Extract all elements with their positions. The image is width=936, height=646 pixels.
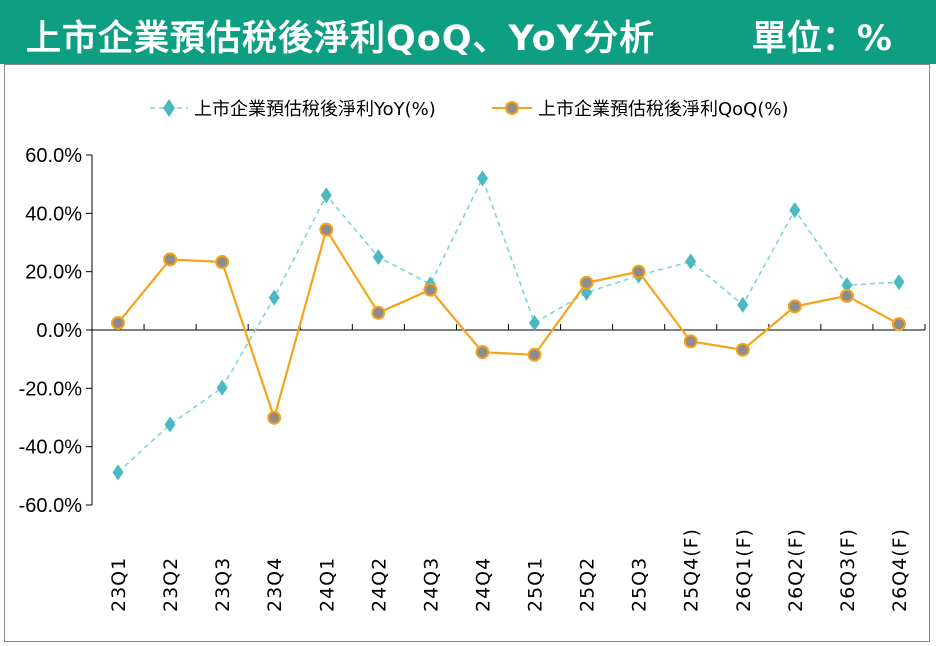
x-category-label: 24Q2 — [368, 557, 390, 612]
qoq-point — [215, 255, 230, 270]
x-category-label: 25Q3 — [629, 557, 651, 612]
qoq-point — [631, 264, 646, 279]
series-marks — [111, 170, 906, 481]
yoy-point — [841, 277, 853, 294]
qoq-point — [111, 316, 126, 330]
series-qoq-line — [117, 226, 900, 422]
qoq-point — [839, 288, 854, 303]
qoq-point — [787, 299, 802, 314]
x-category-label: 23Q1 — [108, 557, 130, 612]
legend: 上市企業預估稅後淨利YoY(%) 上市企業預估稅後淨利QoQ(%) — [150, 99, 789, 120]
qoq-point — [319, 222, 334, 237]
chart-frame — [4, 64, 930, 642]
qoq-point — [163, 252, 178, 267]
x-category-label: 24Q3 — [420, 557, 442, 612]
x-category-label: 26Q1(F) — [733, 528, 755, 612]
y-tick-label: -40.0% — [19, 437, 83, 459]
yoy-point — [372, 249, 384, 266]
yoy-point — [476, 170, 488, 187]
x-category-label: 24Q1 — [316, 557, 338, 612]
x-category-label: 26Q2(F) — [785, 528, 807, 612]
yoy-point — [529, 315, 541, 331]
qoq-point — [891, 317, 906, 332]
qoq-point — [735, 342, 750, 357]
x-category-label: 23Q3 — [212, 557, 234, 612]
yoy-point — [789, 202, 801, 219]
y-tick-label: 20.0% — [25, 262, 82, 284]
y-tick-label: 40.0% — [25, 203, 82, 225]
legend-yoy-label: 上市企業預估稅後淨利YoY(%) — [194, 99, 436, 120]
x-category-label: 25Q2 — [577, 557, 599, 612]
yoy-point — [320, 187, 332, 204]
chart-title: 上市企業預估稅後淨利QoQ、YoY分析 — [26, 19, 656, 59]
x-category-label: 25Q4(F) — [681, 528, 703, 612]
y-tick-label: -20.0% — [19, 378, 83, 400]
yoy-point — [893, 274, 905, 291]
yoy-point — [737, 296, 749, 313]
qoq-point — [683, 334, 698, 349]
unit-label: 單位：% — [751, 19, 892, 59]
x-category-label: 23Q2 — [160, 557, 182, 612]
y-tick-label: 60.0% — [25, 145, 82, 167]
qoq-point — [579, 275, 594, 290]
axes: 60.0% 40.0% 20.0% 0.0% -20.0% -40.0% -60.0% 23Q… — [19, 145, 926, 612]
x-category-label: 26Q3(F) — [837, 528, 859, 612]
legend-qoq-marker — [505, 101, 519, 115]
yoy-point — [268, 289, 280, 306]
legend-yoy-marker — [163, 99, 175, 117]
series-yoy-line — [117, 176, 900, 473]
x-category-label: 23Q4 — [264, 557, 286, 612]
y-tick-label: 0.0% — [36, 320, 82, 342]
yoy-point — [164, 416, 176, 433]
legend-qoq-label: 上市企業預估稅後淨利QoQ(%) — [538, 99, 789, 120]
yoy-point — [112, 464, 124, 481]
x-category-label: 26Q4(F) — [889, 528, 911, 612]
yoy-point — [685, 253, 697, 270]
qoq-point — [475, 345, 490, 360]
qoq-point — [267, 410, 282, 425]
y-tick-label: -60.0% — [19, 495, 83, 517]
qoq-point — [371, 305, 386, 320]
qoq-point — [423, 282, 438, 297]
yoy-point — [216, 379, 228, 396]
qoq-point — [527, 347, 542, 362]
x-category-label: 24Q4 — [472, 557, 494, 612]
x-category-label: 25Q1 — [525, 557, 547, 612]
title-bar: 上市企業預估稅後淨利QoQ、YoY分析 單位：% — [0, 0, 936, 64]
